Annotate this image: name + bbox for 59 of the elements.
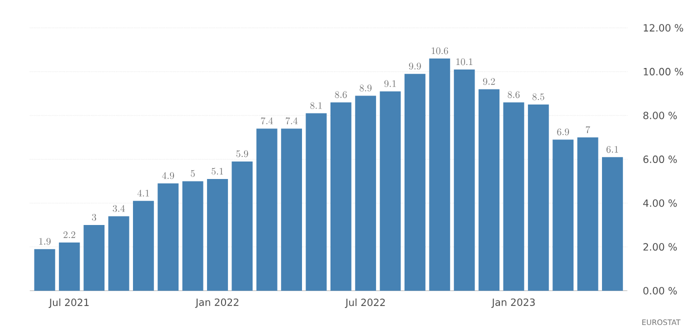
bar: [552, 140, 574, 291]
bar: [306, 114, 327, 291]
data-label: 6.9: [557, 128, 570, 136]
bar: [182, 181, 204, 291]
data-label: 7.4: [286, 118, 298, 125]
data-label: 10.6: [432, 48, 448, 54]
data-label: 4.9: [162, 172, 174, 180]
bar: [503, 102, 524, 291]
bar: [256, 128, 278, 291]
y-tick-label: 6.00 %: [643, 156, 677, 164]
y-tick-label: 2.00 %: [643, 243, 677, 251]
data-label: 5: [190, 170, 195, 178]
bar: [355, 96, 376, 291]
data-label: 8. 1: [310, 102, 322, 110]
bar: [281, 128, 302, 291]
bar: [132, 201, 154, 291]
bar: [454, 70, 475, 291]
data-label: 5.9: [236, 150, 248, 158]
bar: [577, 138, 598, 291]
data-label: 7.4: [261, 118, 273, 125]
x-tick-label: Jan 2023: [491, 298, 535, 308]
data-label: 4. 1: [137, 190, 149, 197]
x-tick-label: Jul 2022: [344, 298, 385, 308]
data-label: 10. 1: [456, 58, 472, 66]
bar: [84, 225, 105, 291]
data-label: 3.4: [112, 205, 125, 212]
y-tick-label: 4.00 %: [643, 200, 677, 208]
bar: [34, 249, 56, 291]
bar: [158, 184, 179, 291]
bar: [232, 162, 253, 291]
data-label: 9.9: [409, 62, 421, 70]
bar: [58, 242, 80, 291]
data-label: 6. 1: [606, 146, 618, 154]
data-label: 8.5: [532, 94, 544, 100]
bar: [602, 157, 623, 291]
data-label: 5. 1: [212, 168, 224, 175]
x-tick-label: Jul 2021: [48, 298, 89, 308]
data-label: 7: [586, 126, 590, 134]
bar: [207, 179, 228, 291]
bar: [404, 74, 426, 291]
y-tick-label: 0.00 %: [643, 287, 677, 295]
bar: [429, 58, 450, 291]
x-tick-label: Jan 2022: [195, 298, 238, 308]
bar: [478, 89, 500, 291]
bar: [330, 102, 352, 291]
y-tick-label: 10.00 %: [644, 68, 684, 76]
data-label: 8.6: [508, 91, 520, 98]
data-label: 9.2: [483, 78, 495, 86]
data-label: 9. 1: [384, 80, 396, 88]
data-label: 8.6: [335, 91, 347, 98]
bar: [528, 104, 549, 291]
y-tick-label: 8.00 %: [643, 112, 677, 120]
data-label: 8.9: [360, 84, 372, 92]
y-tick-label: 12.00 %: [644, 24, 684, 32]
data-label: 2.2: [64, 232, 76, 238]
data-label: 1 .9: [39, 238, 51, 246]
data-label: 3: [92, 214, 96, 221]
bar: [380, 92, 401, 291]
bar: [108, 216, 130, 291]
